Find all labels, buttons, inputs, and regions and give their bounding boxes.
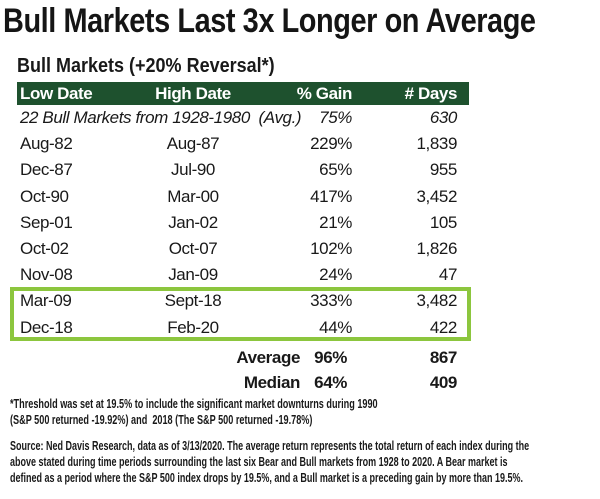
table-row: Oct-02 Oct-07 102% 1,826 bbox=[17, 236, 469, 262]
column-header-high-date: High Date bbox=[155, 84, 231, 103]
days-cell: 422 bbox=[429, 317, 458, 337]
days-cell: 3,482 bbox=[416, 291, 457, 311]
page-title: Bull Markets Last 3x Longer on Average bbox=[3, 2, 536, 40]
bull-markets-table: Low Date High Date % Gain # Days 22 Bull… bbox=[17, 82, 469, 341]
summary-days: 867 bbox=[429, 348, 458, 367]
low-date-cell: Mar-09 bbox=[20, 291, 72, 311]
low-date-cell: Dec-87 bbox=[20, 160, 73, 180]
summary-days: 409 bbox=[429, 373, 458, 392]
low-date-cell: Oct-90 bbox=[20, 186, 69, 206]
threshold-footnote: *Threshold was set at 19.5% to include t… bbox=[10, 396, 378, 428]
table-row: Nov-08 Jan-09 24% 47 bbox=[17, 262, 469, 288]
high-date-cell: Jan-02 bbox=[168, 212, 218, 232]
gain-cell: 21% bbox=[319, 212, 352, 232]
days-cell: 1,826 bbox=[416, 238, 457, 258]
table-title: Bull Markets (+20% Reversal*) bbox=[17, 55, 275, 77]
summary-label: Average bbox=[236, 348, 300, 367]
table-row: Dec-87 Jul-90 65% 955 bbox=[17, 157, 469, 183]
high-date-cell: Oct-07 bbox=[168, 238, 218, 258]
table-header-row: Low Date High Date % Gain # Days bbox=[17, 82, 469, 105]
gain-cell: 417% bbox=[310, 186, 352, 206]
summary-gain: 64% bbox=[314, 373, 347, 392]
high-date-cell: Feb-20 bbox=[167, 317, 219, 337]
source-attribution: Source: Ned Davis Research, data as of 3… bbox=[10, 438, 529, 486]
high-date-cell: Jan-09 bbox=[168, 265, 218, 285]
high-date-cell: Jul-90 bbox=[171, 160, 215, 180]
summary-gain: 96% bbox=[314, 348, 347, 367]
low-date-cell: Nov-08 bbox=[20, 265, 73, 285]
high-date-cell: Aug-87 bbox=[166, 134, 220, 154]
gain-cell: 229% bbox=[310, 134, 352, 154]
days-cell: 630 bbox=[429, 108, 458, 127]
low-date-cell: Aug-82 bbox=[20, 134, 73, 154]
high-date-cell: Sept-18 bbox=[164, 291, 222, 311]
column-header-days: # Days bbox=[404, 84, 458, 103]
source-line: Source: Ned Davis Research, data as of 3… bbox=[10, 439, 530, 453]
days-cell: 105 bbox=[429, 212, 458, 232]
column-header-gain: % Gain bbox=[296, 84, 353, 103]
table-row: Sep-01 Jan-02 21% 105 bbox=[17, 210, 469, 236]
low-date-cell: Dec-18 bbox=[20, 317, 73, 337]
days-cell: 955 bbox=[429, 160, 458, 180]
footnote-line: (S&P 500 returned -19.92%) and 2018 (The… bbox=[10, 413, 313, 427]
days-cell: 3,452 bbox=[416, 186, 457, 206]
summary-row-average: Average 96% 867 bbox=[17, 345, 469, 370]
gain-cell: 44% bbox=[319, 317, 352, 337]
aggregate-label: 22 Bull Markets from 1928-1980 (Avg.) bbox=[20, 108, 302, 127]
days-cell: 47 bbox=[438, 265, 458, 285]
source-line: above stated during time periods surroun… bbox=[10, 455, 508, 469]
low-date-cell: Sep-01 bbox=[20, 212, 73, 232]
gain-cell: 333% bbox=[310, 291, 352, 311]
gain-cell: 65% bbox=[319, 160, 352, 180]
source-line: defined as a period where the S&P 500 in… bbox=[10, 471, 523, 485]
summary-row-median: Median 64% 409 bbox=[17, 370, 469, 395]
table-row-highlighted: Dec-18 Feb-20 44% 422 bbox=[17, 315, 469, 341]
column-header-low-date: Low Date bbox=[20, 84, 93, 103]
gain-cell: 75% bbox=[319, 108, 352, 127]
gain-cell: 24% bbox=[319, 265, 352, 285]
low-date-cell: Oct-02 bbox=[20, 238, 69, 258]
days-cell: 1,839 bbox=[416, 134, 457, 154]
gain-cell: 102% bbox=[310, 238, 352, 258]
high-date-cell: Mar-00 bbox=[167, 186, 219, 206]
table-row: Aug-82 Aug-87 229% 1,839 bbox=[17, 131, 469, 157]
footnote-line: *Threshold was set at 19.5% to include t… bbox=[10, 397, 378, 411]
table-row: Oct-90 Mar-00 417% 3,452 bbox=[17, 184, 469, 210]
table-row-highlighted: Mar-09 Sept-18 333% 3,482 bbox=[17, 288, 469, 314]
summary-section: Average 96% 867 Median 64% 409 bbox=[17, 345, 469, 395]
summary-label: Median bbox=[243, 373, 301, 392]
table-row-aggregate: 22 Bull Markets from 1928-1980 (Avg.) 75… bbox=[17, 105, 469, 131]
